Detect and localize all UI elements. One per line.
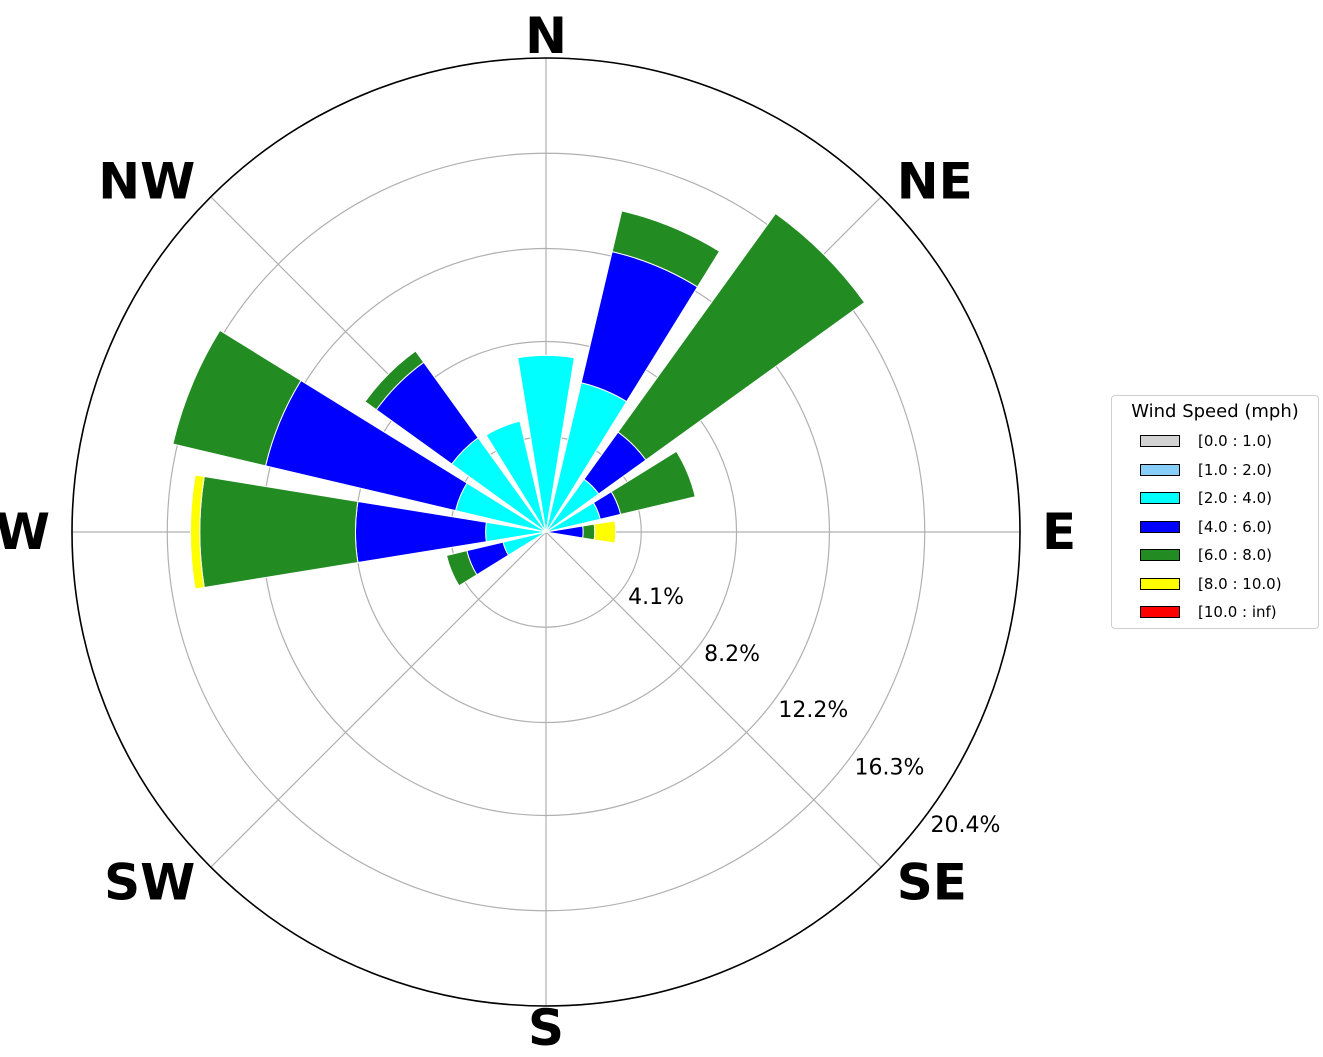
grid-spoke-5	[210, 531, 547, 868]
legend-label: [0.0 : 1.0)	[1198, 432, 1273, 450]
bar-ene-bin-4	[610, 450, 696, 515]
bar-ne-bin-4	[617, 212, 866, 461]
bar-nne-bin-4	[611, 210, 721, 288]
compass-label-w: W	[0, 503, 50, 561]
grid-spoke-3	[545, 531, 882, 868]
compass-label-nw: NW	[98, 152, 195, 210]
legend-swatch	[1140, 577, 1180, 590]
legend-swatch	[1140, 520, 1180, 533]
legend-label: [6.0 : 8.0)	[1198, 546, 1273, 564]
outer-frame	[71, 57, 1021, 1007]
bar-n-bin-2	[517, 354, 575, 533]
bar-e-bin-5	[593, 520, 617, 544]
bar-w-bin-5	[190, 474, 205, 590]
bar-wnw-bin-4	[172, 329, 302, 467]
legend-swatch	[1140, 492, 1180, 504]
legend-swatch	[1140, 435, 1180, 447]
compass-label-se: SE	[897, 854, 967, 912]
bar-nnw-bin-2	[485, 420, 547, 533]
compass-label-s: S	[528, 999, 564, 1053]
legend-label: [1.0 : 2.0)	[1198, 460, 1273, 479]
legend-label: [10.0 : inf)	[1198, 603, 1277, 621]
bar-w-bin-4	[199, 475, 359, 589]
legend-swatch	[1140, 606, 1180, 618]
bar-nw-bin-4	[364, 350, 425, 411]
legend-title: Wind Speed (mph)	[1131, 401, 1299, 422]
radial-tick-label-3: 16.3%	[854, 755, 924, 780]
compass-label-e: E	[1042, 503, 1076, 561]
bar-wsw-bin-4	[445, 550, 478, 587]
legend-label: [4.0 : 6.0)	[1198, 517, 1273, 536]
radial-tick-label-2: 12.2%	[778, 698, 848, 723]
radial-tick-label-1: 8.2%	[704, 642, 760, 667]
legend-swatch	[1140, 549, 1180, 561]
compass-label-n: N	[525, 7, 567, 65]
bar-e-bin-4	[582, 523, 596, 541]
radial-tick-label-4: 20.4%	[931, 813, 1001, 838]
legend-label: [8.0 : 10.0)	[1198, 574, 1282, 593]
legend-swatch	[1140, 463, 1180, 476]
legend: Wind Speed (mph) [0.0 : 1.0) [1.0 : 2.0) […	[1111, 395, 1319, 629]
radial-tick-label-0: 4.1%	[628, 585, 684, 610]
compass-label-sw: SW	[104, 854, 195, 912]
legend-label: [2.0 : 4.0)	[1198, 489, 1273, 507]
compass-label-ne: NE	[897, 152, 973, 210]
